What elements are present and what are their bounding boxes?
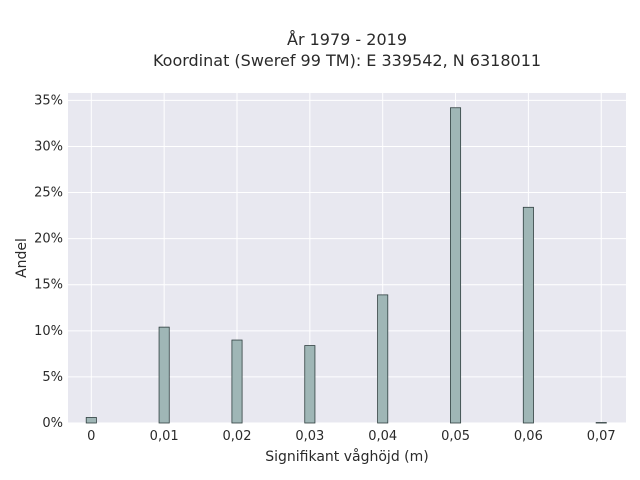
y-tick-label: 20% <box>34 232 63 247</box>
bar-0-01 <box>158 326 170 424</box>
y-tick-label: 30% <box>34 139 63 154</box>
bar-0-04 <box>377 294 389 424</box>
y-tick-label: 10% <box>34 324 63 339</box>
y-tick-label: 5% <box>42 370 63 385</box>
x-tick-label: 0,03 <box>295 429 324 444</box>
x-tick-label: 0,07 <box>587 429 616 444</box>
x-axis-label: Signifikant våghöjd (m) <box>265 448 428 465</box>
x-tick-labels: 0 0,01 0,02 0,03 0,04 0,05 0,06 0,07 <box>87 429 616 444</box>
bar-0-02 <box>231 339 243 424</box>
bar-0-05 <box>450 107 462 424</box>
y-tick-label: 15% <box>34 278 63 293</box>
x-tick-label: 0,01 <box>150 429 179 444</box>
y-tick-label: 25% <box>34 186 63 201</box>
x-tick-label: 0,05 <box>441 429 470 444</box>
y-tick-labels: 0% 5% 10% 15% 20% 25% 30% 35% <box>34 93 63 431</box>
bar-0 <box>85 417 97 424</box>
x-tick-label: 0,04 <box>368 429 397 444</box>
x-tick-label: 0 <box>87 429 95 444</box>
chart-title-line-2: Koordinat (Sweref 99 TM): E 339542, N 63… <box>153 51 541 70</box>
y-tick-label: 35% <box>34 93 63 108</box>
y-axis-label: Andel <box>14 238 30 278</box>
plot-area <box>68 93 626 423</box>
x-tick-label: 0,06 <box>514 429 543 444</box>
bars <box>85 107 607 424</box>
y-tick-label: 0% <box>42 416 63 431</box>
x-tick-label: 0,02 <box>223 429 252 444</box>
bar-0-07 <box>595 422 607 424</box>
bar-0-06 <box>522 206 534 424</box>
chart-title-line-1: År 1979 - 2019 <box>287 30 407 49</box>
bar-0-03 <box>304 345 316 424</box>
